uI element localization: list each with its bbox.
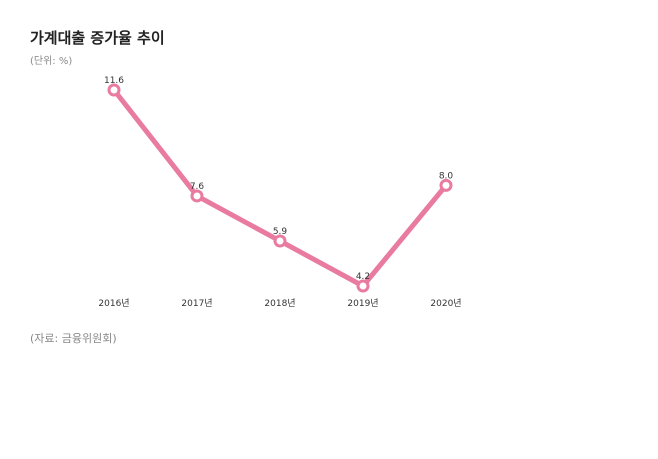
x-tick-label: 2016년 [98,298,129,309]
data-label-group: 11.6 7.6 5.9 4.2 8.0 [104,76,453,282]
data-point-marker [356,279,370,293]
data-point-marker [107,83,121,97]
series-line-group [111,87,449,289]
data-label: 11.6 [104,76,124,86]
data-label: 5.9 [273,227,288,237]
data-point-marker [273,234,287,248]
source-note: (자료: 금융위원회) [30,332,117,345]
data-label: 8.0 [439,171,454,181]
chart-title: 가계대출 증가율 추이 [30,29,165,47]
marker-group [107,83,453,293]
unit-label: (단위: %) [30,56,73,67]
data-point-marker [439,178,453,192]
series-line [111,87,449,289]
data-label: 7.6 [190,182,205,192]
x-tick-label: 2020년 [430,298,461,309]
data-point-marker [190,189,204,203]
x-tick-label: 2018년 [264,298,295,309]
data-label: 4.2 [356,272,370,282]
x-tick-label: 2019년 [347,298,378,309]
x-axis-tick-labels: 2016년 2017년 2018년 2019년 2020년 [98,298,461,309]
x-tick-label: 2017년 [181,298,212,309]
